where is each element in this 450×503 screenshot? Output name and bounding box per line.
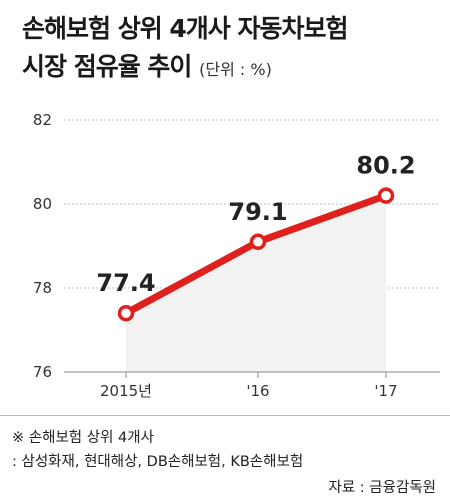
data-label-0: 77.4 [96,269,155,297]
data-label-1: 79.1 [228,198,287,226]
y-tick-78: 78 [33,279,52,297]
footnote-line-1: ※ 손해보험 상위 4개사 [12,430,154,446]
x-tick-2: '17 [374,382,397,400]
data-point-2 [377,187,395,204]
footnote-line-2: : 삼성화재, 현대해상, DB손해보험, KB손해보험 [12,454,304,470]
chart-title: 손해보험 상위 4개사 자동차보험 시장 점유율 추이 (단위 : %) [22,10,349,89]
title-line-2-text: 시장 점유율 추이 [22,52,192,81]
data-label-2: 80.2 [356,152,415,180]
data-point-1 [249,233,267,251]
data-point-0 [117,304,135,322]
line-chart: 76 78 80 82 2015년 '16 '17 77.4 79.1 80.2 [33,111,440,400]
data-labels: 77.4 79.1 80.2 [96,152,415,298]
x-axis [64,371,440,378]
title-line-1: 손해보험 상위 4개사 자동차보험 [22,14,349,43]
x-tick-0: 2015년 [100,382,152,400]
source-note: 자료 : 금융감독원 [328,480,436,496]
area-under-line [126,195,386,372]
unit-label: (단위 : %) [199,60,272,79]
y-tick-80: 80 [33,195,52,213]
y-tick-76: 76 [33,363,52,381]
data-points [117,187,395,322]
x-tick-labels: 2015년 '16 '17 [100,382,398,400]
title-line-2: 시장 점유율 추이 (단위 : %) [22,48,348,89]
x-tick-1: '16 [246,382,269,400]
y-tick-labels: 76 78 80 82 [33,111,52,381]
divider [0,415,450,416]
y-tick-82: 82 [33,111,52,129]
footnote: ※ 손해보험 상위 4개사 : 삼성화재, 현대해상, DB손해보험, KB손해… [12,426,303,474]
area-fill [126,195,386,372]
